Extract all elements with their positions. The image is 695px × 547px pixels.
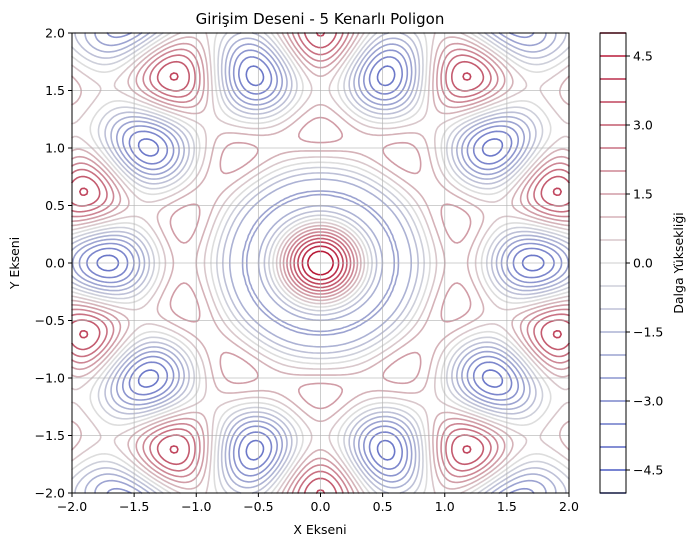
x-tick-label: −1.0 [181, 499, 211, 514]
colorbar-tick-label: 1.5 [633, 187, 653, 202]
x-tick-label: 0.0 [311, 499, 331, 514]
y-tick-label: 2.0 [45, 26, 65, 41]
y-tick-label: −1.0 [35, 371, 65, 386]
colorbar-tick-label: −4.5 [633, 463, 663, 478]
contour-level-11 [71, 32, 570, 494]
contour-level-17 [79, 32, 562, 494]
colorbar-tick-label: 3.0 [633, 118, 653, 133]
contour-level-4 [86, 56, 555, 470]
x-axis-label: X Ekseni [293, 522, 346, 537]
contour-level-13 [71, 32, 570, 494]
contour-level-12 [71, 32, 570, 494]
colorbar-tick-label: −1.5 [633, 325, 663, 340]
y-tick-label: 1.5 [45, 83, 65, 98]
x-axis: −2.0 −1.5 −1.0 −0.5 0.0 0.5 1.0 1.5 2.0 [57, 493, 579, 514]
contour-level-5 [78, 32, 563, 494]
colorbar-tick-label: 0.0 [633, 256, 653, 271]
y-tick-label: 1.0 [45, 141, 65, 156]
x-tick-label: 0.5 [373, 499, 393, 514]
x-tick-label: 1.0 [435, 499, 455, 514]
y-tick-label: −2.0 [35, 486, 65, 501]
contour-level-10 [71, 32, 570, 494]
contour-level-19 [307, 250, 334, 276]
x-tick-label: 2.0 [559, 499, 579, 514]
y-tick-label: −0.5 [35, 313, 65, 328]
y-tick-label: 0.5 [45, 198, 65, 213]
y-tick-label: −1.5 [35, 428, 65, 443]
colorbar-level-lines [600, 32, 626, 494]
colorbar: 4.5 3.0 1.5 0.0 −1.5 −3.0 −4.5 [599, 32, 663, 494]
contour-level-3 [96, 65, 545, 461]
plot-area [71, 32, 570, 494]
chart-title: Girişim Deseni - 5 Kenarlı Poligon [196, 10, 445, 28]
y-axis: −2.0 −1.5 −1.0 −0.5 0.0 0.5 1.0 1.5 2.0 [35, 26, 72, 501]
contour-level-7 [71, 32, 570, 494]
contour-level-9 [71, 32, 570, 494]
x-tick-label: −0.5 [243, 499, 273, 514]
colorbar-tick-label: 4.5 [633, 49, 653, 64]
contour-level-14 [71, 32, 570, 494]
x-tick-label: 1.5 [497, 499, 517, 514]
contour-level-18 [301, 245, 340, 281]
colorbar-tick-label: −3.0 [633, 394, 663, 409]
x-tick-label: −1.5 [119, 499, 149, 514]
colorbar-label: Dalga Yüksekliği [671, 212, 686, 313]
y-tick-label: 0.0 [45, 256, 65, 271]
colorbar-ticks: 4.5 3.0 1.5 0.0 −1.5 −3.0 −4.5 [626, 49, 663, 478]
y-axis-label: Y Ekseni [7, 237, 22, 290]
x-tick-label: −2.0 [57, 499, 87, 514]
